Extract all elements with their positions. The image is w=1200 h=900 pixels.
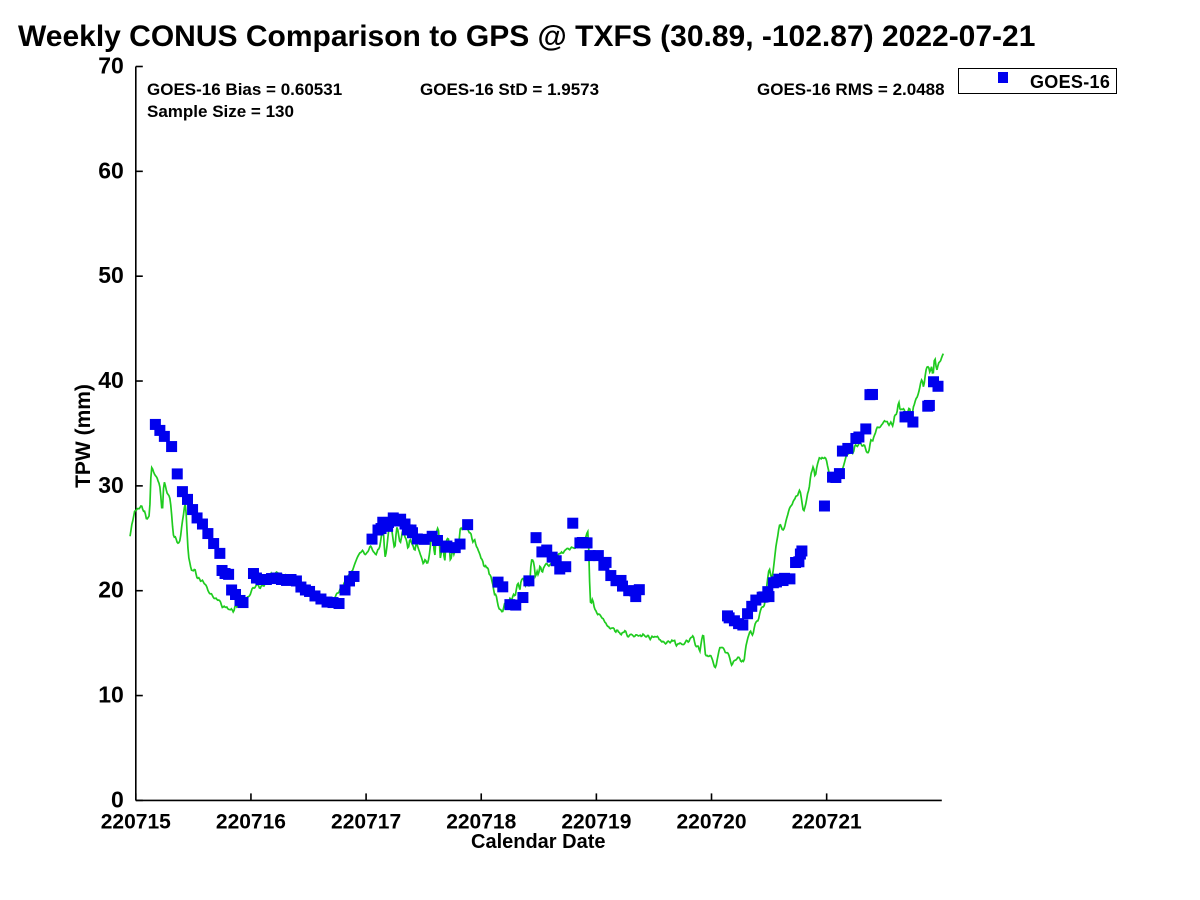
svg-text:50: 50 (98, 262, 124, 288)
svg-text:30: 30 (98, 472, 124, 498)
svg-text:220721: 220721 (792, 810, 862, 833)
svg-text:220716: 220716 (216, 810, 286, 833)
svg-text:40: 40 (98, 367, 124, 393)
svg-text:220718: 220718 (446, 810, 516, 833)
svg-text:0: 0 (111, 786, 124, 812)
svg-text:10: 10 (98, 682, 124, 708)
svg-text:220715: 220715 (101, 810, 171, 833)
svg-text:60: 60 (98, 157, 124, 183)
svg-text:220719: 220719 (561, 810, 631, 833)
svg-text:220720: 220720 (676, 810, 746, 833)
svg-text:220717: 220717 (331, 810, 401, 833)
svg-text:70: 70 (98, 53, 124, 79)
svg-text:20: 20 (98, 577, 124, 603)
